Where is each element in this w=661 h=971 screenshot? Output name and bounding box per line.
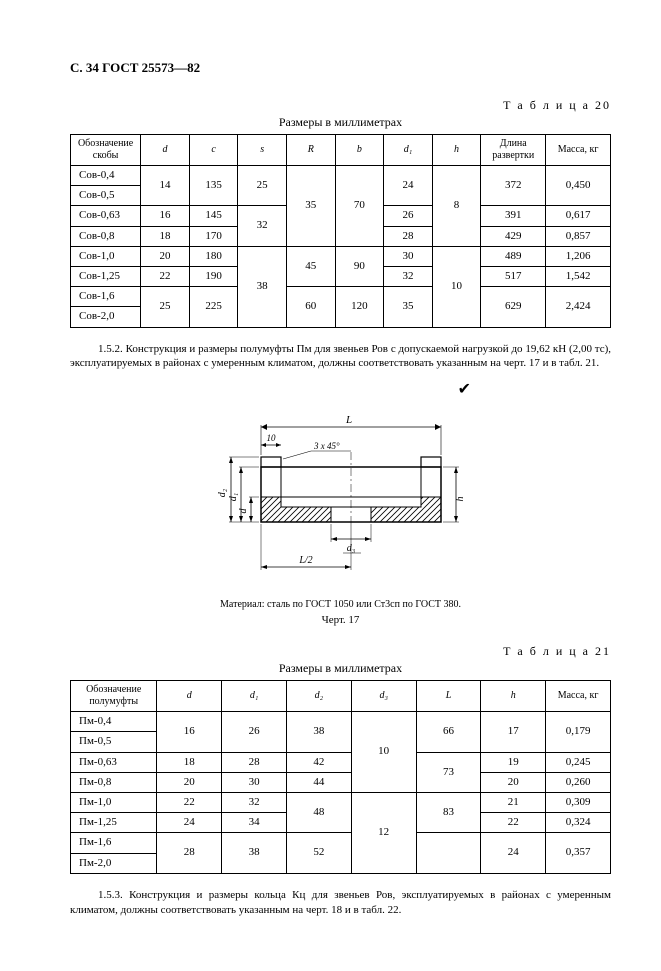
th-dr: Длина развертки	[481, 135, 546, 166]
th-d3: d₃	[351, 681, 416, 712]
table20: Обозначение скобы d c s R b d₁ h Длина р…	[70, 134, 611, 328]
paragraph-152: 1.5.2. Конструкция и размеры полумуфты П…	[70, 342, 611, 372]
th-d: d	[157, 681, 222, 712]
page-header: С. 34 ГОСТ 25573—82	[70, 60, 611, 76]
th-b: b	[335, 135, 384, 166]
figure-17: L 10 3 х 45° d₂ d₁ d	[70, 407, 611, 591]
table-row: Сов-1,0 20 180 38 45 90 30 10 489 1,206	[71, 246, 611, 266]
paragraph-153: 1.5.3. Конструкция и размеры кольца Кц д…	[70, 888, 611, 918]
th-d1: d₁	[384, 135, 433, 166]
th-m: Масса, кг	[546, 681, 611, 712]
table-row: Сов-0,4 14 135 25 35 70 24 8 372 0,450	[71, 166, 611, 186]
th-R: R	[286, 135, 335, 166]
svg-text:L/2: L/2	[298, 555, 312, 566]
table-row: Сов-1,6 25 225 60 120 35 629 2,424	[71, 287, 611, 307]
svg-text:d₂: d₂	[217, 488, 228, 497]
svg-text:L: L	[344, 414, 351, 426]
table21-caption: Размеры в миллиметрах	[70, 661, 611, 676]
table-row: Пм-1,6 28 38 52 24 0,357	[71, 833, 611, 853]
checkmark-icon: ✔	[70, 379, 611, 399]
th-d: d	[141, 135, 190, 166]
table-row: Обозначение скобы d c s R b d₁ h Длина р…	[71, 135, 611, 166]
svg-text:d₁: d₁	[228, 493, 239, 501]
table-row: Пм-0,4 16 26 38 10 66 17 0,179	[71, 712, 611, 732]
table-row: Обозначение полумуфты d d₁ d₂ d₃ L h Мас…	[71, 681, 611, 712]
th-label: Обозначение скобы	[71, 135, 141, 166]
figure-17-svg: L 10 3 х 45° d₂ d₁ d	[201, 407, 481, 587]
table20-caption: Размеры в миллиметрах	[70, 115, 611, 130]
th-c: c	[189, 135, 238, 166]
th-m: Масса, кг	[546, 135, 611, 166]
figure-17-num: Черт. 17	[70, 614, 611, 626]
figure-17-caption: Материал: сталь по ГОСТ 1050 или Ст3сп п…	[70, 599, 611, 610]
th-L: L	[416, 681, 481, 712]
th-h: h	[481, 681, 546, 712]
th-s: s	[238, 135, 287, 166]
th-d1: d₁	[222, 681, 287, 712]
table21-label: Т а б л и ц а 21	[70, 644, 611, 659]
table-row: Пм-1,0 22 32 48 12 83 21 0,309	[71, 792, 611, 812]
page: С. 34 ГОСТ 25573—82 Т а б л и ц а 20 Раз…	[0, 0, 661, 971]
svg-text:3 х 45°: 3 х 45°	[313, 441, 340, 451]
th-d2: d₂	[286, 681, 351, 712]
svg-text:h: h	[455, 497, 466, 502]
table-row: Пм-0,63 18 28 42 73 19 0,245	[71, 752, 611, 772]
th-label: Обозначение полумуфты	[71, 681, 157, 712]
table21: Обозначение полумуфты d d₁ d₂ d₃ L h Мас…	[70, 680, 611, 874]
svg-text:d: d	[238, 508, 249, 514]
svg-text:d₃: d₃	[346, 543, 355, 554]
svg-text:10: 10	[266, 433, 276, 443]
table-row: Пм-0,8 20 30 44 20 0,260	[71, 772, 611, 792]
table20-label: Т а б л и ц а 20	[70, 98, 611, 113]
th-h: h	[432, 135, 481, 166]
